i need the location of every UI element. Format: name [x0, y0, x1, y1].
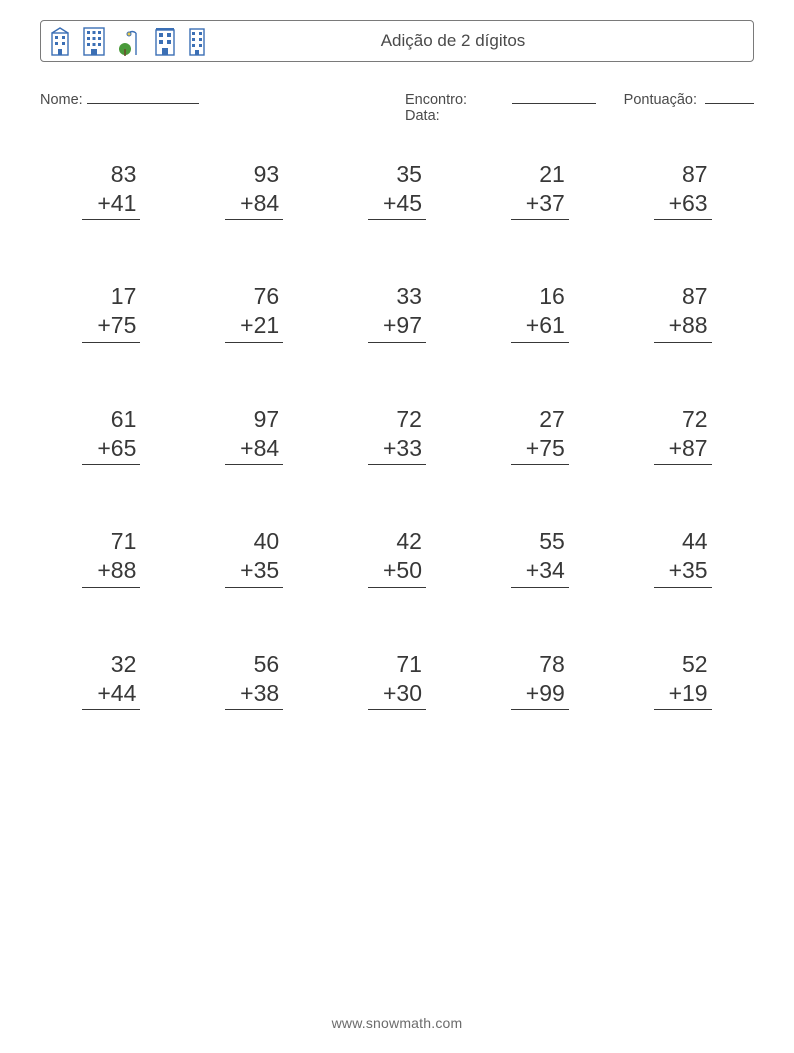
addend-top: 61 — [82, 405, 140, 434]
addend-bottom: +84 — [225, 434, 283, 466]
addend-bottom: +99 — [511, 679, 569, 711]
addend-bottom: +63 — [654, 189, 712, 221]
addend-bottom: +97 — [368, 311, 426, 343]
addend-bottom: +50 — [368, 556, 426, 588]
problem: 21+37 — [472, 160, 607, 221]
building-icon — [49, 27, 71, 57]
problem: 35+45 — [330, 160, 465, 221]
problem: 16+61 — [472, 282, 607, 343]
addend-bottom: +88 — [654, 311, 712, 343]
addend-top: 97 — [225, 405, 283, 434]
addend-top: 35 — [368, 160, 426, 189]
building-icon — [187, 25, 207, 57]
problem: 17+75 — [44, 282, 179, 343]
problem: 40+35 — [187, 527, 322, 588]
problem: 56+38 — [187, 650, 322, 711]
name-blank[interactable] — [87, 88, 199, 104]
addend-top: 40 — [225, 527, 283, 556]
addend-bottom: +87 — [654, 434, 712, 466]
worksheet-title: Adição de 2 dígitos — [207, 31, 739, 51]
problem: 42+50 — [330, 527, 465, 588]
worksheet-page: Adição de 2 dígitos Nome: Encontro: Data… — [0, 0, 794, 1053]
addend-top: 72 — [368, 405, 426, 434]
addend-top: 27 — [511, 405, 569, 434]
meta-row: Nome: Encontro: Data: Pontuação: — [40, 88, 754, 124]
addend-top: 87 — [654, 282, 712, 311]
score-blank[interactable] — [705, 88, 754, 104]
addend-top: 71 — [368, 650, 426, 679]
problem: 71+30 — [330, 650, 465, 711]
problem: 32+44 — [44, 650, 179, 711]
problem: 72+33 — [330, 405, 465, 466]
problem: 52+19 — [615, 650, 750, 711]
addend-bottom: +19 — [654, 679, 712, 711]
addend-bottom: +88 — [82, 556, 140, 588]
addend-top: 78 — [511, 650, 569, 679]
addend-bottom: +35 — [654, 556, 712, 588]
problem: 97+84 — [187, 405, 322, 466]
addend-top: 42 — [368, 527, 426, 556]
problem: 61+65 — [44, 405, 179, 466]
addend-top: 93 — [225, 160, 283, 189]
addend-bottom: +44 — [82, 679, 140, 711]
addend-bottom: +45 — [368, 189, 426, 221]
addend-bottom: +38 — [225, 679, 283, 711]
encounter-label: Encontro: Data: — [405, 92, 504, 124]
addend-top: 32 — [82, 650, 140, 679]
addend-bottom: +34 — [511, 556, 569, 588]
addend-top: 87 — [654, 160, 712, 189]
meta-right: Encontro: Data: Pontuação: — [405, 88, 754, 124]
addend-top: 56 — [225, 650, 283, 679]
addend-top: 44 — [654, 527, 712, 556]
addend-bottom: +75 — [511, 434, 569, 466]
addend-top: 55 — [511, 527, 569, 556]
tree-lamp-icon — [117, 27, 143, 57]
date-blank[interactable] — [512, 88, 596, 104]
addend-top: 16 — [511, 282, 569, 311]
footer-url: www.snowmath.com — [0, 1015, 794, 1031]
problem: 27+75 — [472, 405, 607, 466]
problem: 33+97 — [330, 282, 465, 343]
addend-bottom: +21 — [225, 311, 283, 343]
addend-top: 72 — [654, 405, 712, 434]
problem: 71+88 — [44, 527, 179, 588]
addend-top: 17 — [82, 282, 140, 311]
problem: 44+35 — [615, 527, 750, 588]
score-label: Pontuação: — [624, 92, 697, 108]
name-label: Nome: — [40, 92, 83, 108]
addend-bottom: +84 — [225, 189, 283, 221]
addend-top: 21 — [511, 160, 569, 189]
header-box: Adição de 2 dígitos — [40, 20, 754, 62]
addend-bottom: +61 — [511, 311, 569, 343]
problem: 83+41 — [44, 160, 179, 221]
problem: 87+88 — [615, 282, 750, 343]
addend-top: 83 — [82, 160, 140, 189]
problem: 93+84 — [187, 160, 322, 221]
addend-bottom: +30 — [368, 679, 426, 711]
addend-bottom: +75 — [82, 311, 140, 343]
problem: 78+99 — [472, 650, 607, 711]
addend-top: 52 — [654, 650, 712, 679]
building-icon — [81, 25, 107, 57]
addend-bottom: +41 — [82, 189, 140, 221]
addend-bottom: +33 — [368, 434, 426, 466]
problem: 76+21 — [187, 282, 322, 343]
addend-top: 71 — [82, 527, 140, 556]
problem: 55+34 — [472, 527, 607, 588]
problems-grid: 83+4193+8435+4521+3787+6317+7576+2133+97… — [40, 160, 754, 711]
building-icon — [153, 25, 177, 57]
meta-name: Nome: — [40, 88, 397, 124]
addend-top: 33 — [368, 282, 426, 311]
addend-bottom: +65 — [82, 434, 140, 466]
addend-top: 76 — [225, 282, 283, 311]
addend-bottom: +35 — [225, 556, 283, 588]
header-icon-row — [49, 25, 207, 57]
problem: 87+63 — [615, 160, 750, 221]
problem: 72+87 — [615, 405, 750, 466]
addend-bottom: +37 — [511, 189, 569, 221]
